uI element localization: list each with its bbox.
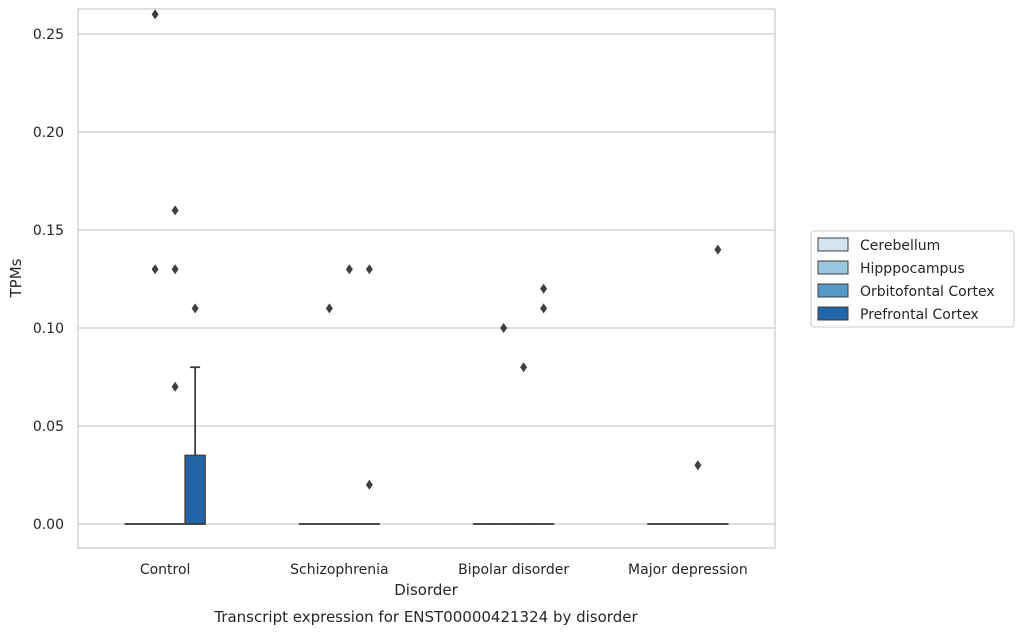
x-tick-label: Bipolar disorder — [458, 562, 569, 578]
x-tick-label: Major depression — [628, 562, 748, 578]
legend-label: Cerebellum — [860, 238, 940, 254]
outlier-point — [500, 323, 508, 333]
outlier-point — [191, 303, 199, 314]
grid-lines — [78, 33, 775, 525]
chart-caption: Transcript expression for ENST0000042132… — [213, 608, 638, 626]
outlier-point — [325, 303, 333, 314]
y-tick-label: 0.25 — [33, 27, 64, 43]
legend-label: Hipppocampus — [860, 261, 965, 277]
outlier-point — [365, 479, 373, 490]
outlier-point — [540, 283, 548, 294]
x-tick-label: Control — [140, 562, 191, 578]
legend-swatch — [817, 260, 849, 275]
legend-swatch — [817, 283, 849, 298]
y-tick-label: 0.15 — [33, 223, 64, 239]
legend-swatch — [817, 237, 849, 252]
outlier-point — [151, 264, 159, 275]
legend-frame — [810, 230, 1015, 328]
y-tick-labels: 0.00 0.05 0.10 0.15 0.20 0.25 — [33, 27, 64, 533]
outlier-point — [171, 381, 179, 392]
y-tick-label: 0.10 — [33, 321, 64, 337]
y-tick-label: 0.20 — [33, 125, 64, 141]
plot-area-frame — [77, 8, 776, 549]
x-axis-label: Disorder — [394, 581, 458, 599]
outlier-point — [365, 264, 373, 275]
outlier-point — [694, 460, 702, 471]
outlier-point — [171, 205, 179, 216]
y-tick-label: 0.05 — [33, 419, 64, 435]
outlier-point — [714, 244, 722, 255]
box — [184, 454, 206, 525]
outlier-point — [540, 303, 548, 314]
outlier-points — [151, 9, 722, 490]
legend-label: Prefrontal Cortex — [860, 307, 979, 323]
legend-swatch — [817, 306, 849, 321]
y-axis-label: TPMs — [7, 258, 25, 298]
boxes — [124, 366, 729, 525]
x-tick-labels: Control Schizophrenia Bipolar disorder Majo… — [140, 562, 748, 578]
outlier-point — [151, 9, 159, 20]
x-tick-label: Schizophrenia — [290, 562, 388, 578]
outlier-point — [171, 264, 179, 275]
y-tick-label: 0.00 — [33, 517, 64, 533]
outlier-point — [345, 264, 353, 275]
outlier-point — [520, 362, 528, 373]
legend: Cerebellum Hipppocampus Orbitofontal Corte… — [810, 230, 1015, 328]
legend-label: Orbitofontal Cortex — [860, 284, 995, 300]
